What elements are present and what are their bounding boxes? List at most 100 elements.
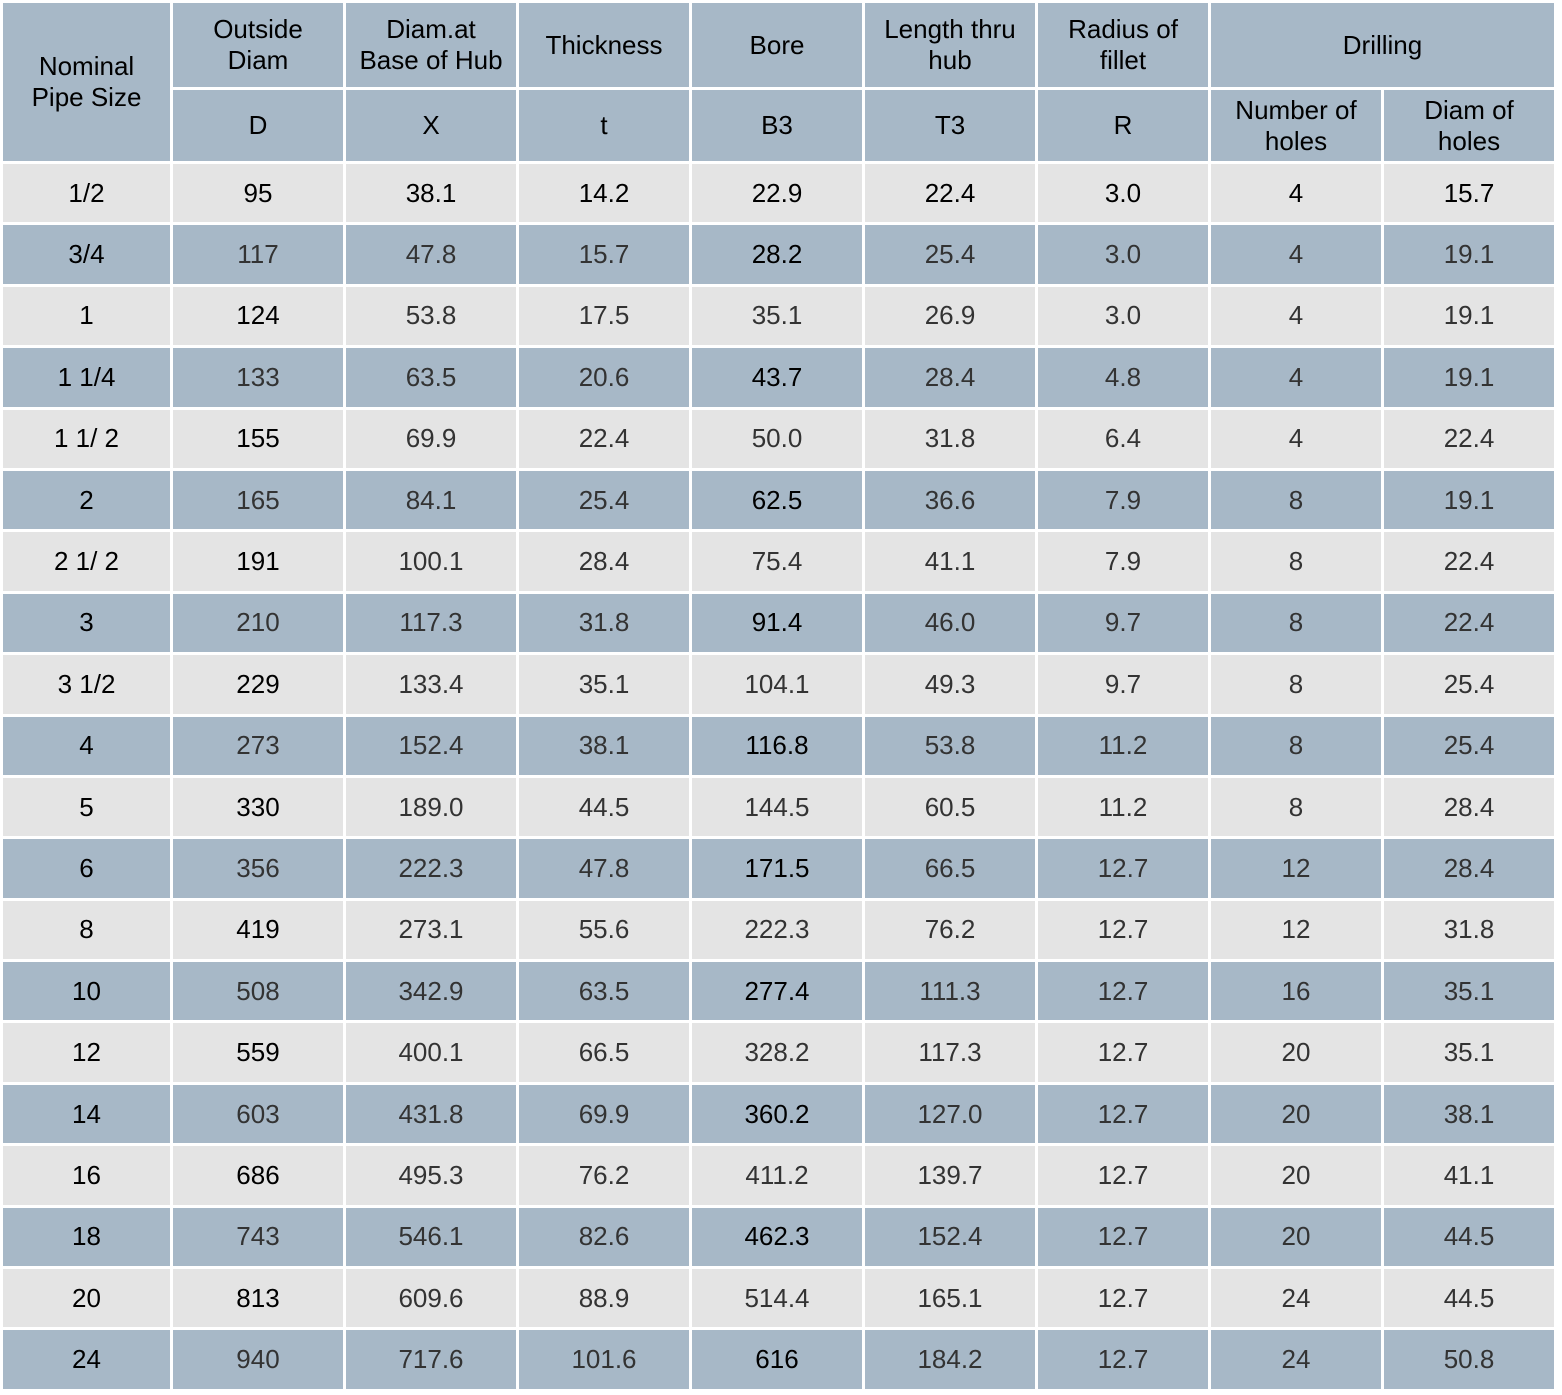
- cell-bore: 411.2: [689, 1143, 865, 1208]
- cell-bore: 144.5: [689, 774, 865, 840]
- cell-thickness: 22.4: [516, 406, 692, 471]
- cell-diam-base-of-hub: 189.0: [343, 774, 519, 840]
- cell-diam-of-holes: 28.4: [1381, 774, 1557, 840]
- cell-diam-of-holes: 19.1: [1381, 467, 1557, 533]
- cell-bore: 171.5: [689, 836, 865, 901]
- cell-length-thru-hub: 60.5: [862, 774, 1038, 840]
- cell-radius-of-fillet: 7.9: [1035, 529, 1211, 594]
- cell-bore: 222.3: [689, 897, 865, 963]
- cell-length-thru-hub: 76.2: [862, 897, 1038, 963]
- cell-outside-diam: 191: [170, 529, 346, 594]
- cell-diam-base-of-hub: 609.6: [343, 1266, 519, 1331]
- table-row: 18 743 546.1 82.6 462.3 152.4 12.7 20 44.5: [0, 1204, 1557, 1270]
- header-bore: Bore: [689, 0, 865, 90]
- cell-outside-diam: 603: [170, 1081, 346, 1147]
- cell-diam-base-of-hub: 495.3: [343, 1143, 519, 1208]
- cell-length-thru-hub: 28.4: [862, 345, 1038, 410]
- cell-outside-diam: 155: [170, 406, 346, 471]
- cell-nominal-pipe-size: 1 1/4: [0, 345, 173, 410]
- table-row: 16 686 495.3 76.2 411.2 139.7 12.7 20 41.1: [0, 1143, 1557, 1208]
- cell-outside-diam: 743: [170, 1204, 346, 1270]
- cell-nominal-pipe-size: 16: [0, 1143, 173, 1208]
- cell-outside-diam: 508: [170, 959, 346, 1024]
- table-row: 1 124 53.8 17.5 35.1 26.9 3.0 4 19.1: [0, 283, 1557, 349]
- cell-diam-base-of-hub: 47.8: [343, 222, 519, 287]
- cell-diam-of-holes: 15.7: [1381, 160, 1557, 226]
- cell-bore: 462.3: [689, 1204, 865, 1270]
- header-number-of-holes: Number of holes: [1208, 87, 1384, 164]
- table-row: 10 508 342.9 63.5 277.4 111.3 12.7 16 35.1: [0, 959, 1557, 1024]
- cell-outside-diam: 210: [170, 590, 346, 656]
- table-body: 1/2 95 38.1 14.2 22.9 22.4 3.0 4 15.7 3/4 117 47.8 1…: [0, 160, 1557, 1392]
- cell-radius-of-fillet: 12.7: [1035, 1081, 1211, 1147]
- cell-nominal-pipe-size: 5: [0, 774, 173, 840]
- cell-number-of-holes: 12: [1208, 897, 1384, 963]
- cell-radius-of-fillet: 3.0: [1035, 283, 1211, 349]
- cell-number-of-holes: 8: [1208, 713, 1384, 778]
- cell-length-thru-hub: 22.4: [862, 160, 1038, 226]
- cell-radius-of-fillet: 7.9: [1035, 467, 1211, 533]
- cell-diam-base-of-hub: 717.6: [343, 1327, 519, 1392]
- cell-thickness: 17.5: [516, 283, 692, 349]
- cell-radius-of-fillet: 4.8: [1035, 345, 1211, 410]
- cell-radius-of-fillet: 6.4: [1035, 406, 1211, 471]
- table-row: 5 330 189.0 44.5 144.5 60.5 11.2 8 28.4: [0, 774, 1557, 840]
- cell-radius-of-fillet: 12.7: [1035, 897, 1211, 963]
- cell-thickness: 31.8: [516, 590, 692, 656]
- cell-number-of-holes: 4: [1208, 160, 1384, 226]
- cell-length-thru-hub: 53.8: [862, 713, 1038, 778]
- table-row: 8 419 273.1 55.6 222.3 76.2 12.7 12 31.8: [0, 897, 1557, 963]
- cell-nominal-pipe-size: 24: [0, 1327, 173, 1392]
- cell-diam-base-of-hub: 342.9: [343, 959, 519, 1024]
- cell-diam-of-holes: 38.1: [1381, 1081, 1557, 1147]
- cell-number-of-holes: 4: [1208, 222, 1384, 287]
- header-symbol-b3: B3: [689, 87, 865, 164]
- cell-diam-base-of-hub: 63.5: [343, 345, 519, 410]
- cell-nominal-pipe-size: 3 1/2: [0, 652, 173, 717]
- cell-thickness: 28.4: [516, 529, 692, 594]
- cell-nominal-pipe-size: 4: [0, 713, 173, 778]
- cell-nominal-pipe-size: 2: [0, 467, 173, 533]
- cell-number-of-holes: 8: [1208, 467, 1384, 533]
- cell-radius-of-fillet: 11.2: [1035, 713, 1211, 778]
- cell-radius-of-fillet: 9.7: [1035, 590, 1211, 656]
- cell-diam-base-of-hub: 546.1: [343, 1204, 519, 1270]
- cell-thickness: 47.8: [516, 836, 692, 901]
- table-row: 24 940 717.6 101.6 616 184.2 12.7 24 50.8: [0, 1327, 1557, 1392]
- cell-diam-base-of-hub: 53.8: [343, 283, 519, 349]
- cell-diam-of-holes: 25.4: [1381, 652, 1557, 717]
- cell-outside-diam: 686: [170, 1143, 346, 1208]
- cell-thickness: 44.5: [516, 774, 692, 840]
- cell-radius-of-fillet: 12.7: [1035, 1143, 1211, 1208]
- cell-diam-of-holes: 22.4: [1381, 529, 1557, 594]
- cell-outside-diam: 940: [170, 1327, 346, 1392]
- cell-bore: 43.7: [689, 345, 865, 410]
- cell-thickness: 82.6: [516, 1204, 692, 1270]
- header-symbol-t3: T3: [862, 87, 1038, 164]
- cell-bore: 75.4: [689, 529, 865, 594]
- cell-bore: 91.4: [689, 590, 865, 656]
- cell-outside-diam: 813: [170, 1266, 346, 1331]
- cell-thickness: 69.9: [516, 1081, 692, 1147]
- cell-radius-of-fillet: 12.7: [1035, 1266, 1211, 1331]
- cell-diam-of-holes: 50.8: [1381, 1327, 1557, 1392]
- cell-diam-of-holes: 25.4: [1381, 713, 1557, 778]
- cell-bore: 28.2: [689, 222, 865, 287]
- cell-radius-of-fillet: 3.0: [1035, 160, 1211, 226]
- cell-number-of-holes: 8: [1208, 652, 1384, 717]
- cell-diam-of-holes: 19.1: [1381, 283, 1557, 349]
- cell-number-of-holes: 24: [1208, 1266, 1384, 1331]
- cell-bore: 50.0: [689, 406, 865, 471]
- cell-length-thru-hub: 165.1: [862, 1266, 1038, 1331]
- cell-nominal-pipe-size: 12: [0, 1020, 173, 1085]
- cell-length-thru-hub: 139.7: [862, 1143, 1038, 1208]
- cell-nominal-pipe-size: 2 1/ 2: [0, 529, 173, 594]
- cell-length-thru-hub: 46.0: [862, 590, 1038, 656]
- table-row: 1/2 95 38.1 14.2 22.9 22.4 3.0 4 15.7: [0, 160, 1557, 226]
- cell-diam-of-holes: 35.1: [1381, 959, 1557, 1024]
- cell-nominal-pipe-size: 8: [0, 897, 173, 963]
- table-row: 12 559 400.1 66.5 328.2 117.3 12.7 20 35.1: [0, 1020, 1557, 1085]
- cell-radius-of-fillet: 12.7: [1035, 1204, 1211, 1270]
- cell-thickness: 101.6: [516, 1327, 692, 1392]
